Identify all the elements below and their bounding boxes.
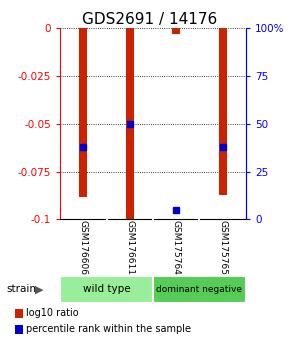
Bar: [219, 28, 227, 195]
Text: GSM175764: GSM175764: [172, 220, 181, 275]
Text: GSM176606: GSM176606: [79, 220, 88, 275]
Bar: [126, 28, 134, 219]
Text: log10 ratio: log10 ratio: [26, 308, 78, 318]
Text: dominant negative: dominant negative: [157, 285, 242, 294]
Bar: [172, 28, 180, 34]
Text: GSM175765: GSM175765: [218, 220, 227, 275]
Text: percentile rank within the sample: percentile rank within the sample: [26, 324, 190, 334]
Text: ▶: ▶: [34, 284, 43, 295]
Text: GDS2691 / 14176: GDS2691 / 14176: [82, 12, 218, 27]
Text: strain: strain: [6, 284, 36, 295]
Text: wild type: wild type: [83, 284, 130, 295]
Text: GSM176611: GSM176611: [125, 220, 134, 275]
Bar: [79, 28, 87, 196]
Bar: [60, 276, 153, 303]
Bar: [153, 276, 246, 303]
